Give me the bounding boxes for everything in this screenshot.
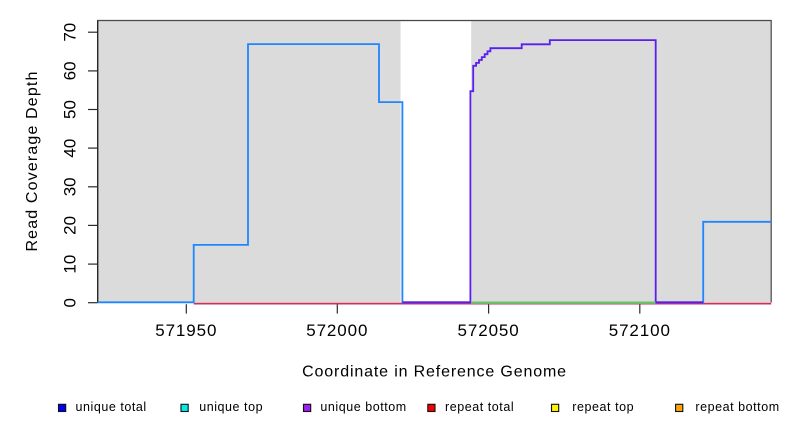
svg-text:repeat total: repeat total <box>445 400 514 414</box>
svg-text:repeat top: repeat top <box>572 400 634 414</box>
svg-text:50: 50 <box>60 100 79 119</box>
svg-text:40: 40 <box>60 139 79 158</box>
svg-text:60: 60 <box>60 61 79 80</box>
svg-text:0: 0 <box>60 298 79 307</box>
svg-text:Coordinate in Reference Genome: Coordinate in Reference Genome <box>302 364 567 381</box>
svg-text:10: 10 <box>60 255 79 274</box>
svg-text:70: 70 <box>60 23 79 42</box>
svg-text:unique total: unique total <box>76 400 147 414</box>
svg-text:572100: 572100 <box>609 321 671 340</box>
svg-text:20: 20 <box>60 216 79 235</box>
svg-text:unique top: unique top <box>199 400 263 414</box>
svg-text:572050: 572050 <box>458 321 520 340</box>
svg-text:572000: 572000 <box>306 321 368 340</box>
svg-text:repeat bottom: repeat bottom <box>695 400 779 414</box>
svg-text:unique bottom: unique bottom <box>320 400 406 414</box>
svg-text:Read Coverage Depth: Read Coverage Depth <box>24 70 41 251</box>
svg-text:571950: 571950 <box>155 321 217 340</box>
svg-text:30: 30 <box>60 177 79 196</box>
